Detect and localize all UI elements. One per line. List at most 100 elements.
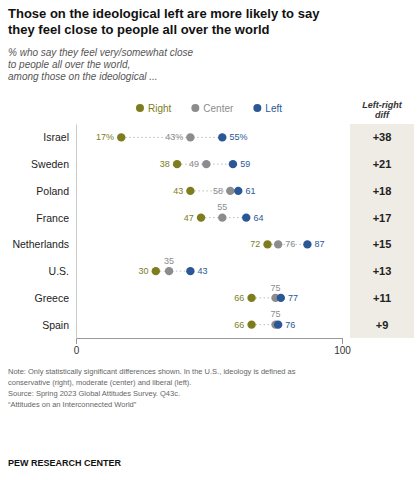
x-tick-mark [76, 338, 77, 344]
dot [274, 240, 282, 248]
data-label: 43% [165, 132, 183, 142]
y-tick-label: Israel [43, 131, 69, 143]
y-tick-label: U.S. [49, 265, 69, 277]
data-label: 55% [230, 132, 248, 142]
diff-label: +15 [373, 238, 392, 250]
legend-label: Right [148, 103, 172, 114]
note: Note: Only statistically significant dif… [8, 367, 296, 376]
x-tick-mark [342, 338, 343, 344]
x-tick-label: 0 [74, 345, 80, 356]
data-label: 75 [270, 309, 280, 319]
y-tick-label: Spain [42, 318, 69, 330]
dot [186, 133, 194, 141]
y-tick: France [36, 211, 76, 223]
dot [274, 320, 282, 328]
data-label: 66 [234, 320, 244, 330]
dot [218, 133, 226, 141]
diff-header-line: diff [375, 110, 390, 120]
diff-label: +11 [373, 292, 391, 304]
note: “Attitudes on an Interconnected World” [8, 400, 137, 409]
data-label: 49 [189, 159, 199, 169]
y-tick: Netherlands [12, 238, 76, 250]
dot [186, 187, 194, 195]
data-label: 87 [315, 239, 325, 249]
chart-container: Those on the ideological left are more l… [0, 0, 420, 480]
dot [303, 240, 311, 248]
dot [277, 294, 285, 302]
y-tick: Greece [35, 292, 76, 304]
data-label: 64 [253, 213, 263, 223]
dot [247, 294, 255, 302]
chart-svg: Those on the ideological left are more l… [0, 0, 420, 480]
data-label: 17% [96, 132, 114, 142]
x-axis-line [77, 338, 343, 339]
dot [226, 187, 234, 195]
data-label: 58 [213, 186, 223, 196]
data-label: 61 [245, 186, 255, 196]
legend-label: Center [203, 103, 234, 114]
dot [247, 320, 255, 328]
note: Source: Spring 2023 Global Attitudes Sur… [8, 389, 180, 398]
subtitle: to people all over the world, [8, 59, 130, 70]
data-label: 30 [139, 266, 149, 276]
y-axis: IsraelSwedenPolandFranceNetherlandsU.S.G… [12, 125, 76, 339]
y-tick: Sweden [31, 158, 76, 170]
y-tick: Spain [42, 318, 76, 330]
x-tick: 100 [334, 338, 351, 356]
y-tick: U.S. [49, 265, 76, 277]
x-tick-label: 100 [334, 345, 351, 356]
diff-label: +9 [376, 319, 389, 331]
data-labels: 17%43%55%3849594358614755647276873035436… [96, 132, 325, 329]
title-line: Those on the ideological left are more l… [8, 6, 320, 21]
legend-item: Center [191, 103, 234, 114]
dot [263, 240, 271, 248]
data-label: 76 [285, 320, 295, 330]
data-label: 72 [250, 239, 260, 249]
diff-label: +13 [373, 265, 392, 277]
y-tick-label: Greece [35, 292, 70, 304]
dot [173, 160, 181, 168]
data-label: 38 [160, 159, 170, 169]
y-tick-label: Netherlands [12, 238, 69, 250]
note: conservative (right), moderate (center) … [8, 378, 191, 387]
data-label: 47 [184, 213, 194, 223]
dot [218, 213, 226, 221]
dot [186, 267, 194, 275]
y-tick-label: France [36, 211, 69, 223]
dot [242, 213, 250, 221]
data-label: 35 [164, 256, 174, 266]
diff-label: +21 [373, 158, 392, 170]
diff-label: +17 [373, 212, 392, 224]
dot [165, 267, 173, 275]
dot [152, 267, 160, 275]
legend-label: Left [265, 103, 282, 114]
legend-swatch [136, 104, 144, 112]
diff-label: +38 [373, 131, 392, 143]
legend: Right Center Left [136, 103, 282, 114]
footer: PEW RESEARCH CENTER [8, 458, 122, 468]
x-tick: 0 [74, 338, 80, 356]
dot [197, 213, 205, 221]
legend-swatch [253, 104, 261, 112]
dot [234, 187, 242, 195]
dot [202, 160, 210, 168]
x-axis: 0 100 [74, 338, 352, 356]
data-label: 76 [285, 239, 295, 249]
diff-header: Left-rightdiff [362, 100, 402, 120]
diff-background [350, 124, 414, 338]
y-axis-line [76, 125, 77, 339]
data-label: 55 [217, 202, 227, 212]
legend-item: Left [253, 103, 282, 114]
data-label: 59 [240, 159, 250, 169]
legend-swatch [191, 104, 199, 112]
marks [117, 133, 312, 329]
data-label: 66 [234, 293, 244, 303]
subtitle: among those on the ideological ... [8, 71, 158, 82]
y-tick: Israel [43, 131, 76, 143]
title-line: they feel close to people all over the w… [8, 22, 270, 37]
legend-item: Right [136, 103, 172, 114]
subtitle: % who say they feel very/somewhat close [8, 47, 194, 58]
dot [229, 160, 237, 168]
diff-header-line: Left-right [362, 100, 402, 110]
plot: 0100IsraelSwedenPolandFranceNetherlandsU… [12, 125, 351, 357]
